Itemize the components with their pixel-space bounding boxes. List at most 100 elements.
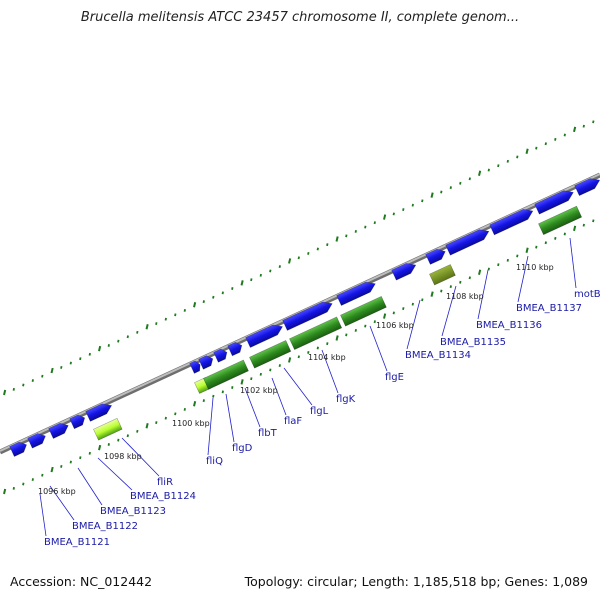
gene-label[interactable]: BMEA_B1121 — [44, 537, 110, 548]
inner-tick — [212, 394, 215, 398]
cds-green-5[interactable] — [340, 295, 387, 327]
gene-label[interactable]: BMEA_B1136 — [476, 320, 542, 331]
gene-blue-8[interactable] — [227, 340, 244, 357]
gene-label[interactable]: BMEA_B1134 — [405, 350, 471, 361]
gene-label[interactable]: BMEA_B1137 — [516, 303, 582, 314]
kbp-label: 1110 kbp — [516, 263, 554, 272]
inner-tick — [402, 307, 405, 311]
gene-blue-4[interactable] — [85, 400, 114, 422]
gene-blue-1[interactable] — [27, 431, 48, 449]
outer-tick — [430, 192, 434, 198]
kbp-label: 1100 kbp — [172, 419, 210, 428]
gene-blue-11[interactable] — [336, 279, 378, 306]
cds-green-7[interactable] — [538, 205, 583, 236]
gene-blue-14[interactable] — [445, 226, 491, 256]
inner-tick — [117, 438, 120, 442]
inner-tick — [269, 368, 272, 372]
outer-tick — [183, 308, 186, 312]
gene-blue-13[interactable] — [425, 246, 448, 265]
gene-label[interactable]: BMEA_B1122 — [72, 521, 138, 532]
outer-tick — [117, 339, 120, 343]
inner-tick — [259, 372, 262, 376]
cds-green-0[interactable] — [93, 417, 123, 441]
gene-label[interactable]: motB — [574, 289, 600, 300]
outer-tick — [392, 212, 395, 216]
gene-blue-6[interactable] — [198, 354, 215, 370]
outer-tick — [373, 221, 376, 225]
gene-label[interactable]: flgK — [336, 394, 356, 405]
outer-tick — [145, 323, 149, 330]
gene-track[interactable] — [9, 175, 600, 457]
inner-tick — [468, 276, 471, 280]
inner-tick — [79, 456, 82, 460]
inner-tick — [31, 478, 34, 482]
outer-tick — [88, 352, 91, 356]
outer-tick-row — [3, 120, 595, 396]
cds-green-3[interactable] — [249, 340, 292, 369]
label-leaders — [39, 237, 577, 537]
gene-label[interactable]: flbT — [258, 428, 278, 439]
inner-tick — [3, 488, 7, 495]
gene-label[interactable]: flaF — [284, 416, 302, 427]
inner-tick — [535, 245, 538, 249]
kbp-label: 1098 kbp — [104, 452, 142, 461]
outer-tick — [554, 137, 557, 141]
outer-tick — [278, 265, 281, 269]
outer-tick — [202, 300, 205, 304]
cds-green-4[interactable] — [289, 316, 343, 351]
gene-blue-12[interactable] — [391, 260, 418, 281]
outer-tick — [240, 280, 244, 286]
inner-tick — [487, 267, 490, 271]
gene-blue-7[interactable] — [213, 347, 230, 363]
outer-tick — [411, 203, 414, 207]
inner-tick — [316, 346, 319, 350]
gene-blue-10[interactable] — [282, 299, 335, 331]
outer-tick — [31, 379, 34, 383]
outer-tick — [250, 278, 253, 282]
inner-tick — [107, 443, 110, 446]
outer-tick — [487, 168, 490, 172]
gene-blue-5[interactable] — [189, 360, 203, 374]
inner-tick — [231, 386, 234, 389]
outer-tick — [221, 291, 224, 295]
outer-tick — [307, 251, 310, 255]
inner-tick — [88, 451, 91, 455]
gene-label[interactable]: flgE — [385, 372, 404, 383]
gene-label[interactable]: flgL — [310, 406, 329, 417]
inner-tick — [240, 379, 244, 385]
inner-tick — [136, 429, 139, 433]
gene-blue-3[interactable] — [69, 413, 87, 430]
inner-tick — [592, 219, 595, 223]
gene-label[interactable]: BMEA_B1124 — [130, 491, 196, 502]
outer-tick — [421, 199, 424, 203]
kbp-label: 1102 kbp — [240, 386, 278, 395]
outer-tick — [259, 273, 262, 277]
gene-label[interactable]: fliQ — [206, 456, 223, 467]
outer-tick — [288, 258, 292, 264]
gene-label[interactable]: flgD — [232, 443, 253, 454]
gene-label[interactable]: BMEA_B1135 — [440, 337, 506, 348]
outer-tick — [459, 181, 462, 185]
gene-blue-16[interactable] — [534, 187, 576, 215]
kbp-label: 1108 kbp — [446, 292, 484, 301]
gene-label[interactable]: BMEA_B1123 — [100, 506, 166, 517]
gene-blue-15[interactable] — [489, 206, 535, 236]
cds-green-6[interactable] — [429, 264, 456, 286]
inner-tick — [392, 311, 395, 315]
gene-blue-0[interactable] — [9, 440, 29, 457]
outer-tick — [592, 120, 595, 124]
gene-blue-9[interactable] — [245, 322, 285, 348]
gene-blue-2[interactable] — [48, 420, 71, 439]
outer-tick — [478, 170, 482, 176]
accession-text: Accession: NC_012442 — [10, 574, 153, 589]
gene-label[interactable]: fliR — [157, 477, 173, 488]
outer-tick — [582, 124, 585, 128]
inner-tick — [50, 466, 54, 473]
cds-green-2[interactable] — [203, 359, 249, 390]
inner-tick — [98, 444, 102, 451]
inner-tick — [145, 422, 149, 429]
kbp-label: 1104 kbp — [308, 353, 346, 362]
gene-blue-17[interactable] — [574, 175, 600, 197]
outer-tick — [174, 313, 177, 317]
